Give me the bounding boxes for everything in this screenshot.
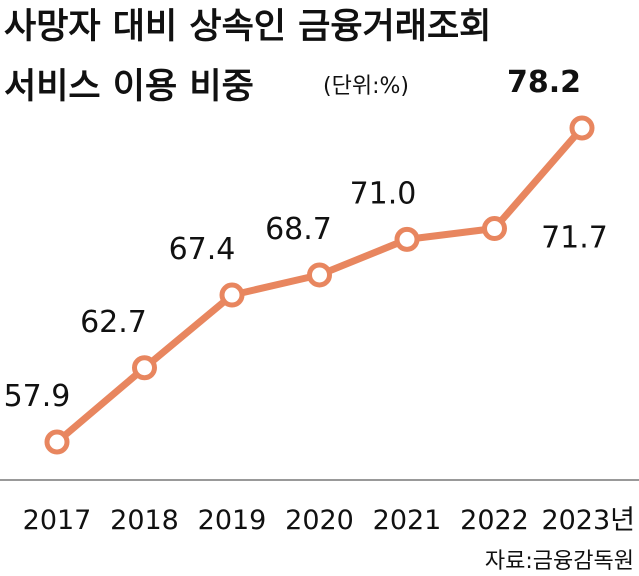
chart-marks: 57.9 62.7 67.4 68.7 71.0 71.7 78.2 2017 2018 2019… xyxy=(4,65,635,536)
data-label: 68.7 xyxy=(265,212,332,247)
x-tick-label: 2017 xyxy=(23,505,92,536)
x-tick-label: 2021 xyxy=(373,505,442,536)
x-tick-label: 2019 xyxy=(198,505,267,536)
data-label: 71.0 xyxy=(350,176,417,211)
unit-label: (단위:%) xyxy=(323,74,409,99)
x-tick-label: 2018 xyxy=(110,505,179,536)
data-point xyxy=(482,216,507,242)
data-point xyxy=(307,262,332,288)
data-label: 71.7 xyxy=(541,221,608,256)
chart-title-line1: 사망자 대비 상속인 금융거래조회 xyxy=(4,7,491,47)
data-point xyxy=(219,282,245,308)
x-tick-label: 2023년 xyxy=(541,505,635,536)
data-point xyxy=(394,226,420,252)
data-point xyxy=(44,429,70,455)
x-tick-label: 2022 xyxy=(460,505,529,536)
chart-title-line2: 서비스 이용 비중 xyxy=(4,67,254,107)
data-point xyxy=(569,115,595,141)
data-point xyxy=(132,355,157,381)
data-label: 62.7 xyxy=(80,305,147,340)
x-tick-label: 2020 xyxy=(285,505,354,536)
source-label: 자료:금융감독원 xyxy=(485,549,634,574)
data-label: 57.9 xyxy=(4,379,71,414)
data-label: 67.4 xyxy=(169,232,236,267)
data-label: 78.2 xyxy=(507,65,581,100)
